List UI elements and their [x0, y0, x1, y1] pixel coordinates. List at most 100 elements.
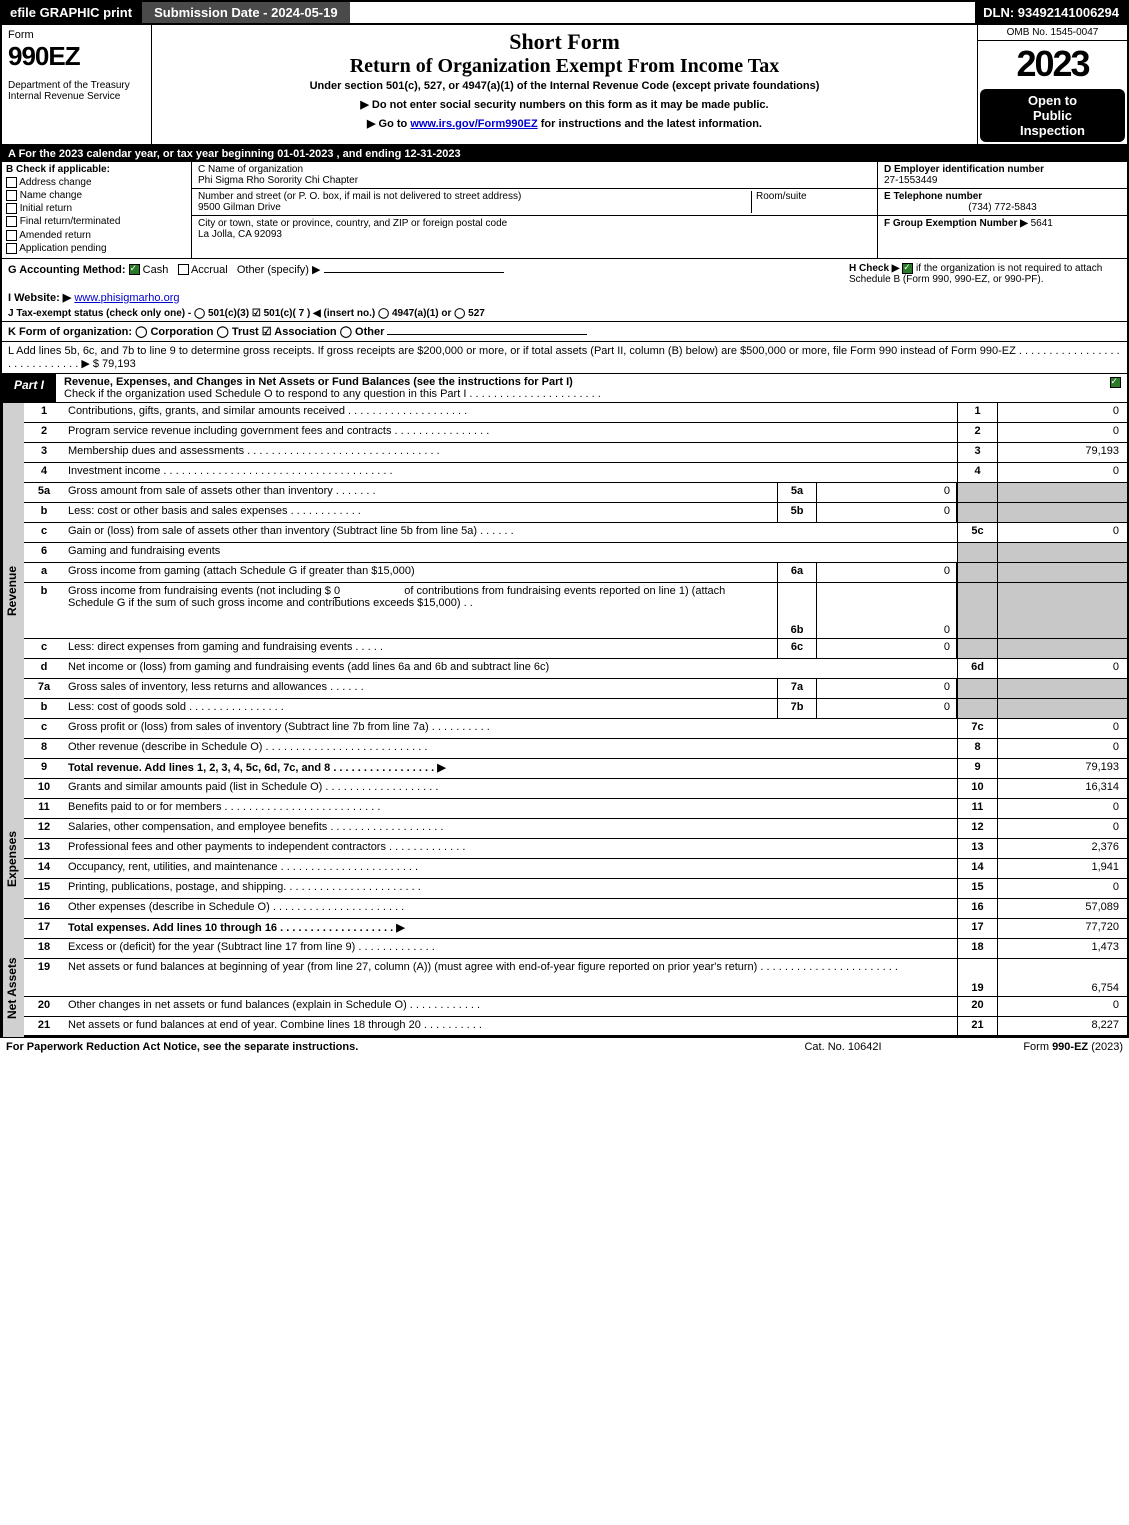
col-c-org-info: C Name of organization Phi Sigma Rho Sor…	[192, 162, 877, 258]
line-6b: b Gross income from fundraising events (…	[24, 583, 1127, 639]
page-footer: For Paperwork Reduction Act Notice, see …	[0, 1037, 1129, 1056]
form-label: Form	[8, 29, 145, 41]
col-d-info: D Employer identification number 27-1553…	[877, 162, 1127, 258]
instruction-1: ▶ Do not enter social security numbers o…	[162, 98, 967, 111]
val-16: 57,089	[997, 899, 1127, 918]
accounting-row: G Accounting Method: Cash Accrual Other …	[0, 259, 1129, 289]
val-5b: 0	[817, 503, 957, 522]
line-12: 12 Salaries, other compensation, and emp…	[24, 819, 1127, 839]
city-value: La Jolla, CA 92093	[198, 229, 507, 240]
tax-year: 2023	[978, 41, 1127, 87]
irs-link[interactable]: www.irs.gov/Form990EZ	[410, 118, 537, 130]
line-6a: a Gross income from gaming (attach Sched…	[24, 563, 1127, 583]
section-bcd: B Check if applicable: Address change Na…	[0, 162, 1129, 259]
h-label: H Check ▶	[849, 263, 899, 274]
chk-amended-return[interactable]: Amended return	[6, 230, 187, 241]
chk-application-pending[interactable]: Application pending	[6, 243, 187, 254]
val-5c: 0	[997, 523, 1127, 542]
row-l-amount: 79,193	[102, 358, 136, 370]
open-line3: Inspection	[984, 123, 1121, 138]
h-check: H Check ▶ if the organization is not req…	[841, 263, 1121, 285]
website-row: I Website: ▶ www.phisigmarho.org	[0, 289, 1129, 306]
subtitle: Under section 501(c), 527, or 4947(a)(1)…	[162, 80, 967, 92]
footer-left: For Paperwork Reduction Act Notice, see …	[6, 1041, 743, 1053]
row-l-gross-receipts: L Add lines 5b, 6c, and 7b to line 9 to …	[0, 342, 1129, 374]
val-1: 0	[997, 403, 1127, 422]
header-center: Short Form Return of Organization Exempt…	[152, 25, 977, 144]
org-name-label: C Name of organization	[198, 164, 871, 175]
val-3: 79,193	[997, 443, 1127, 462]
grp-value: 5641	[1031, 218, 1053, 229]
line-18: 18 Excess or (deficit) for the year (Sub…	[24, 939, 1127, 959]
col-b-header: B Check if applicable:	[6, 164, 110, 175]
city-label: City or town, state or province, country…	[198, 218, 507, 229]
tax-status-row: J Tax-exempt status (check only one) - ◯…	[0, 306, 1129, 322]
val-6c: 0	[817, 639, 957, 658]
part-i-checkbox[interactable]	[1103, 374, 1127, 402]
val-18: 1,473	[997, 939, 1127, 958]
ein-value: 27-1553449	[884, 175, 937, 186]
submission-date: Submission Date - 2024-05-19	[140, 2, 350, 23]
line-7c: c Gross profit or (loss) from sales of i…	[24, 719, 1127, 739]
ein-row: D Employer identification number 27-1553…	[878, 162, 1127, 189]
line-19: 19 Net assets or fund balances at beginn…	[24, 959, 1127, 997]
line-20: 20 Other changes in net assets or fund b…	[24, 997, 1127, 1017]
line-1: 1 Contributions, gifts, grants, and simi…	[24, 403, 1127, 423]
instruction-2: ▶ Go to www.irs.gov/Form990EZ for instru…	[162, 117, 967, 130]
val-17: 77,720	[997, 919, 1127, 938]
val-7a: 0	[817, 679, 957, 698]
val-11: 0	[997, 799, 1127, 818]
val-12: 0	[997, 819, 1127, 838]
efile-print-label[interactable]: efile GRAPHIC print	[2, 2, 140, 23]
val-13: 2,376	[997, 839, 1127, 858]
org-name-row: C Name of organization Phi Sigma Rho Sor…	[192, 162, 877, 189]
chk-accrual[interactable]	[178, 264, 189, 275]
line-4: 4 Investment income . . . . . . . . . . …	[24, 463, 1127, 483]
line-9: 9 Total revenue. Add lines 1, 2, 3, 4, 5…	[24, 759, 1127, 779]
chk-address-change[interactable]: Address change	[6, 177, 187, 188]
val-2: 0	[997, 423, 1127, 442]
chk-cash[interactable]	[129, 264, 140, 275]
chk-name-change[interactable]: Name change	[6, 190, 187, 201]
dept-label: Department of the Treasury Internal Reve…	[8, 80, 145, 102]
val-6d: 0	[997, 659, 1127, 678]
line-21: 21 Net assets or fund balances at end of…	[24, 1017, 1127, 1037]
org-name: Phi Sigma Rho Sorority Chi Chapter	[198, 175, 871, 186]
form-header: Form 990EZ Department of the Treasury In…	[0, 25, 1129, 146]
chk-final-return[interactable]: Final return/terminated	[6, 216, 187, 227]
side-label-expenses: Expenses	[2, 779, 24, 939]
header-left: Form 990EZ Department of the Treasury In…	[2, 25, 152, 144]
side-label-revenue: Revenue	[2, 403, 24, 779]
line-8: 8 Other revenue (describe in Schedule O)…	[24, 739, 1127, 759]
group-exemption-row: F Group Exemption Number ▶ 5641	[878, 216, 1127, 231]
tel-value: (734) 772-5843	[884, 202, 1121, 213]
line-16: 16 Other expenses (describe in Schedule …	[24, 899, 1127, 919]
dln-number: DLN: 93492141006294	[975, 2, 1127, 23]
chk-initial-return[interactable]: Initial return	[6, 203, 187, 214]
other-specify-input[interactable]	[324, 272, 504, 273]
other-org-input[interactable]	[387, 334, 587, 335]
part-i-title: Revenue, Expenses, and Changes in Net As…	[56, 374, 1103, 402]
website-link[interactable]: www.phisigmarho.org	[74, 292, 179, 304]
val-6b: 0	[817, 583, 957, 638]
val-14: 1,941	[997, 859, 1127, 878]
line-5a: 5a Gross amount from sale of assets othe…	[24, 483, 1127, 503]
line-13: 13 Professional fees and other payments …	[24, 839, 1127, 859]
line-6c: c Less: direct expenses from gaming and …	[24, 639, 1127, 659]
line-2: 2 Program service revenue including gove…	[24, 423, 1127, 443]
street-label: Number and street (or P. O. box, if mail…	[198, 191, 751, 202]
line-17: 17 Total expenses. Add lines 10 through …	[24, 919, 1127, 939]
open-line2: Public	[984, 108, 1121, 123]
row-a-calendar-year: A For the 2023 calendar year, or tax yea…	[0, 146, 1129, 162]
val-4: 0	[997, 463, 1127, 482]
row-l-text: L Add lines 5b, 6c, and 7b to line 9 to …	[8, 345, 1120, 370]
line-5b: b Less: cost or other basis and sales ex…	[24, 503, 1127, 523]
footer-catalog: Cat. No. 10642I	[743, 1041, 943, 1053]
line-6: 6 Gaming and fundraising events	[24, 543, 1127, 563]
accounting-left: G Accounting Method: Cash Accrual Other …	[8, 263, 841, 285]
side-label-netassets: Net Assets	[2, 939, 24, 1037]
tax-status-text: J Tax-exempt status (check only one) - ◯…	[8, 308, 485, 319]
row-k-org-form: K Form of organization: ◯ Corporation ◯ …	[0, 322, 1129, 342]
chk-schedule-b[interactable]	[902, 263, 913, 274]
val-9: 79,193	[997, 759, 1127, 778]
